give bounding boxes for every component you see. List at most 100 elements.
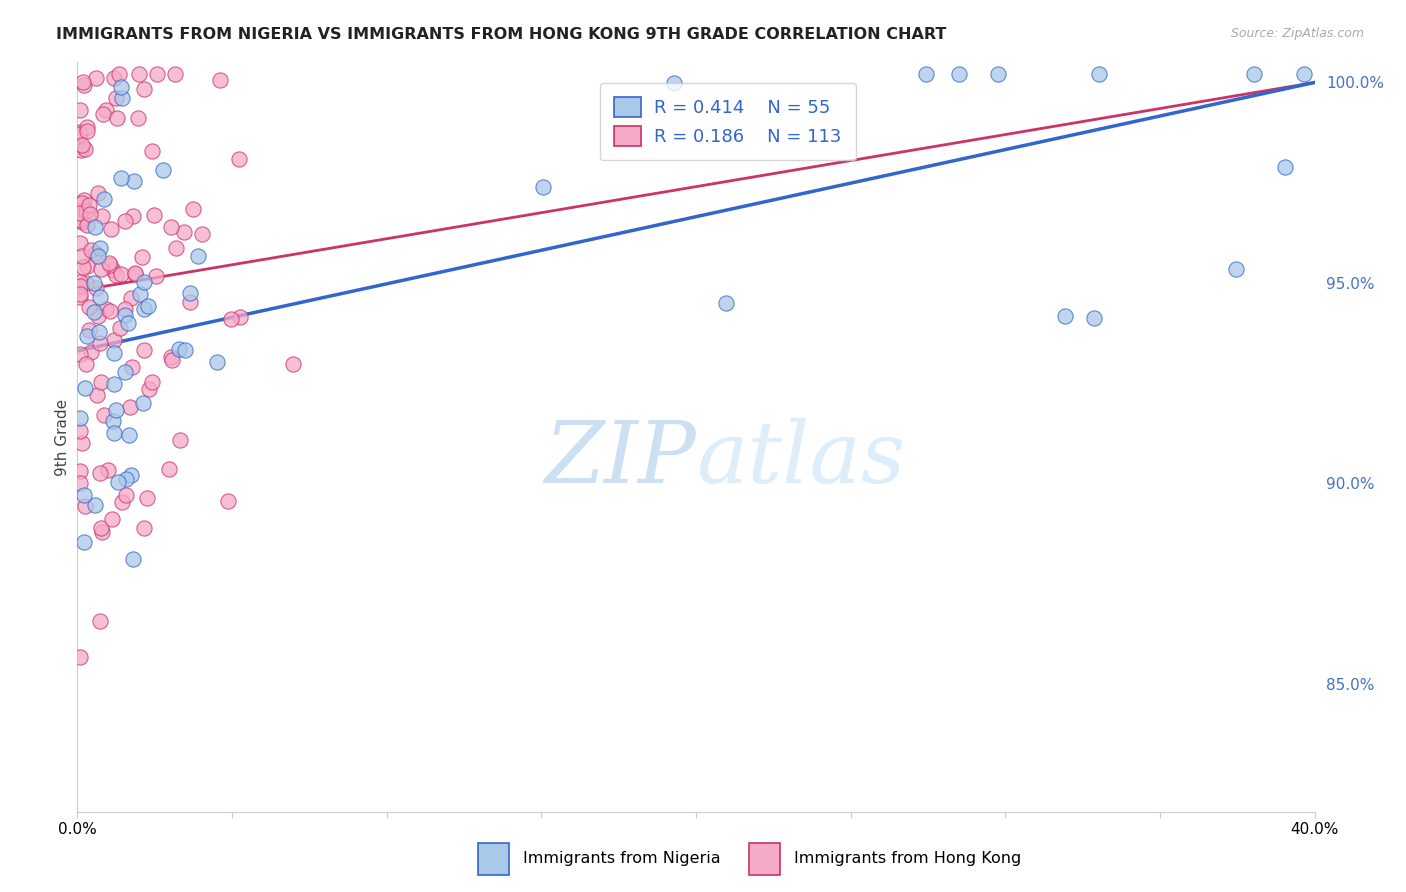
Point bbox=[157, 462, 180, 476]
Point bbox=[86, 71, 108, 86]
Text: IMMIGRANTS FROM NIGERIA VS IMMIGRANTS FROM HONG KONG 9TH GRADE CORRELATION CHART: IMMIGRANTS FROM NIGERIA VS IMMIGRANTS FR… bbox=[56, 27, 946, 42]
Point bbox=[96, 103, 118, 117]
Point bbox=[73, 381, 96, 395]
Point bbox=[105, 402, 128, 417]
Point bbox=[124, 266, 146, 280]
Point bbox=[86, 388, 108, 402]
Point bbox=[179, 295, 201, 310]
Point bbox=[124, 267, 146, 281]
Point bbox=[1274, 161, 1296, 175]
Point bbox=[73, 193, 96, 207]
Point bbox=[70, 196, 93, 211]
Point bbox=[141, 375, 163, 389]
Point bbox=[80, 243, 103, 257]
Point bbox=[69, 411, 91, 425]
Point bbox=[173, 225, 195, 239]
Point bbox=[114, 308, 136, 322]
Point bbox=[70, 215, 93, 229]
Point bbox=[103, 345, 125, 359]
Point bbox=[1083, 311, 1105, 326]
Text: Immigrants from Nigeria: Immigrants from Nigeria bbox=[523, 851, 721, 866]
Point bbox=[191, 227, 214, 242]
Point bbox=[91, 106, 114, 120]
Point bbox=[179, 286, 201, 301]
Point bbox=[1225, 261, 1247, 276]
Point bbox=[128, 67, 150, 81]
Point bbox=[1088, 67, 1111, 81]
Point bbox=[94, 301, 117, 316]
Point bbox=[79, 322, 101, 336]
Point bbox=[101, 263, 124, 277]
Point bbox=[103, 377, 125, 392]
Point bbox=[91, 524, 114, 539]
Point bbox=[89, 241, 111, 255]
Point bbox=[69, 287, 91, 301]
Point bbox=[72, 137, 94, 152]
Point bbox=[138, 299, 160, 313]
Point bbox=[69, 128, 91, 142]
Point bbox=[915, 67, 938, 81]
Point bbox=[97, 463, 120, 477]
Point bbox=[79, 207, 101, 221]
Point bbox=[145, 269, 167, 284]
Point bbox=[662, 76, 685, 90]
Text: Immigrants from Hong Kong: Immigrants from Hong Kong bbox=[794, 851, 1022, 866]
Point bbox=[69, 425, 91, 439]
Point bbox=[105, 111, 128, 125]
Point bbox=[138, 382, 160, 396]
Point bbox=[174, 343, 197, 357]
Point bbox=[90, 521, 112, 535]
Point bbox=[114, 214, 136, 228]
Text: ZIP: ZIP bbox=[544, 418, 696, 501]
Point bbox=[205, 355, 228, 369]
Point bbox=[132, 302, 155, 317]
Point bbox=[69, 347, 91, 361]
Point bbox=[86, 281, 108, 295]
Point bbox=[124, 174, 146, 188]
Point bbox=[69, 476, 91, 491]
Point bbox=[160, 351, 183, 365]
Point bbox=[110, 79, 132, 94]
Point bbox=[117, 316, 139, 330]
Point bbox=[107, 475, 129, 490]
Point bbox=[91, 209, 114, 223]
Point bbox=[69, 213, 91, 227]
Point bbox=[121, 209, 143, 223]
Point bbox=[69, 290, 91, 304]
Point bbox=[69, 235, 91, 250]
Point bbox=[72, 436, 94, 450]
Point bbox=[87, 325, 110, 339]
Point bbox=[146, 67, 169, 81]
Point bbox=[93, 409, 115, 423]
Point bbox=[132, 521, 155, 535]
Point bbox=[93, 193, 115, 207]
Point bbox=[69, 143, 91, 157]
Point bbox=[105, 91, 128, 105]
Point bbox=[165, 241, 187, 255]
Text: atlas: atlas bbox=[696, 418, 905, 501]
Point bbox=[69, 649, 91, 664]
Point bbox=[1294, 67, 1316, 81]
Point bbox=[69, 464, 91, 478]
Point bbox=[98, 256, 121, 270]
Point bbox=[89, 467, 111, 481]
Point bbox=[118, 428, 141, 442]
Point bbox=[76, 120, 98, 134]
Point bbox=[103, 333, 125, 347]
Point bbox=[75, 357, 97, 371]
Point bbox=[83, 305, 105, 319]
Point bbox=[136, 491, 159, 505]
Point bbox=[167, 342, 190, 356]
Point bbox=[80, 345, 103, 359]
Bar bbox=[478, 843, 509, 874]
Point bbox=[110, 268, 132, 282]
Point bbox=[76, 218, 98, 232]
Point bbox=[948, 67, 970, 81]
Point bbox=[72, 75, 94, 89]
Point bbox=[142, 208, 165, 222]
Point bbox=[105, 268, 128, 282]
Point bbox=[714, 296, 737, 310]
Point bbox=[83, 219, 105, 234]
Point bbox=[76, 124, 98, 138]
Point bbox=[219, 311, 242, 326]
